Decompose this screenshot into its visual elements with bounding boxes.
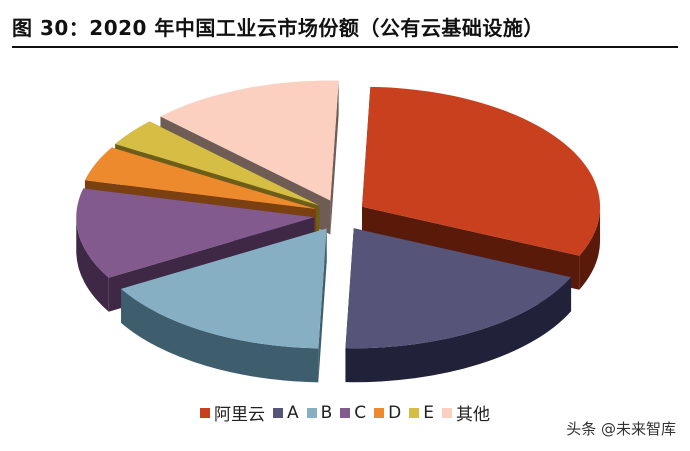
slice-4 [84,147,316,210]
legend-label: 其他 [456,405,491,425]
legend-swatch [374,407,385,418]
legend-swatch [442,407,453,418]
slice-2 [121,228,327,349]
slice-5 [115,121,320,206]
watermark: 头条 @未来智库 [566,420,676,438]
legend-item: B [306,400,333,425]
slice-6 [160,80,339,201]
legend-label: C [354,402,367,423]
legend-label: 阿里云 [213,405,265,425]
slice-3 [76,188,315,278]
legend-item: C [340,400,366,425]
legend-swatch [409,407,420,418]
legend-swatch [272,407,283,418]
legend-label: A [286,402,299,423]
legend-item: E [409,400,434,425]
legend-swatch [340,407,351,418]
legend-item: D [374,400,401,425]
title-underline [12,46,678,48]
legend-swatch [199,407,210,418]
legend-label: E [423,402,435,423]
chart-legend: 阿里云 A B C D E 其他 [0,400,690,425]
slice-1 [345,228,572,349]
legend-label: D [388,402,402,423]
legend-label: B [320,402,333,423]
chart-title: 图 30：2020 年中国工业云市场份额（公有云基础设施） [12,16,544,40]
legend-swatch [306,407,317,418]
legend-item: 其他 [442,400,490,425]
legend-item: 阿里云 [199,400,265,425]
pie-chart [76,80,601,383]
legend-item: A [272,400,299,425]
slice-0 [362,86,601,256]
